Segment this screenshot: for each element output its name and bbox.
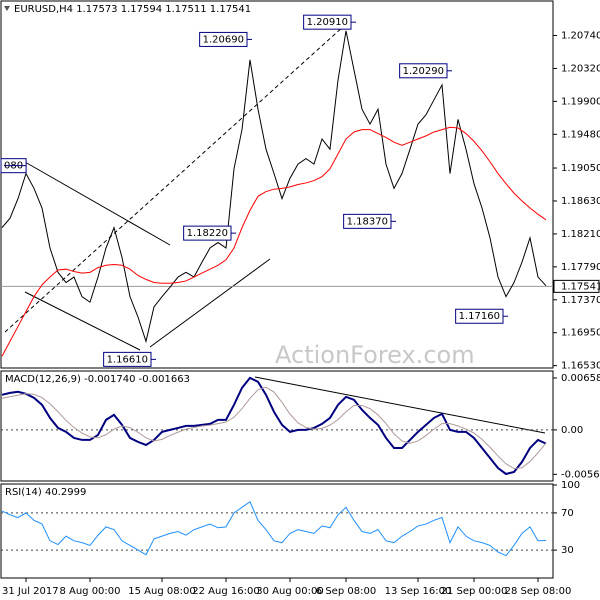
x-tick-label: 15 Aug 08:00	[128, 586, 195, 597]
annotation-label: 1.17160	[459, 311, 500, 322]
x-tick-label: 22 Aug 16:00	[192, 586, 259, 597]
y-tick-label: -0.005634	[561, 469, 600, 480]
y-tick-label: 1.16530	[561, 361, 600, 372]
macd-trend-line	[254, 376, 546, 434]
y-tick-label: 1.17790	[561, 262, 600, 273]
annotation-label: 1.16610	[107, 354, 148, 365]
y-tick-label: 70	[561, 508, 574, 519]
series-line	[1, 376, 547, 476]
channel-line	[24, 161, 171, 246]
y-tick-label: 1.19480	[561, 129, 600, 140]
price-panel	[0, 0, 554, 369]
x-tick-label: 30 Aug 00:00	[256, 586, 323, 597]
y-tick-label: 30	[561, 545, 574, 556]
rsi-panel	[0, 483, 554, 579]
watermark: ActionForex.com	[275, 341, 475, 369]
x-tick-label: 31 Jul 2017	[2, 586, 59, 597]
x-tick-label: 8 Aug 00:00	[59, 586, 120, 597]
y-tick-label: 0.00	[561, 425, 583, 436]
series-line	[1, 126, 547, 357]
y-tick-label: 0.006586	[561, 373, 600, 384]
title-icon	[4, 6, 10, 11]
annotation-label: 1.20290	[403, 66, 444, 77]
x-tick-label: 28 Sep 08:00	[505, 586, 572, 597]
y-tick-label: 1.19050	[561, 163, 600, 174]
macd-panel	[0, 370, 554, 482]
x-tick-label: 13 Sep 16:00	[385, 586, 452, 597]
series-line	[1, 500, 547, 557]
y-tick-label: 1.17370	[561, 295, 600, 306]
y-tick-label: 1.18630	[561, 196, 600, 207]
annotation-label: 1.18370	[347, 216, 388, 227]
y-tick-label: 1.18210	[561, 229, 600, 240]
trend-line	[4, 24, 346, 333]
series-line	[1, 30, 547, 344]
y-tick-label: 1.20740	[561, 31, 600, 42]
macd-title: MACD(12,26,9) -0.001740 -0.001663	[5, 374, 190, 385]
trend-line	[149, 258, 271, 348]
y-tick-label: 1.16950	[561, 328, 600, 339]
y-tick-label: 1.20320	[561, 63, 600, 74]
last-price-box	[553, 279, 600, 293]
rsi-title: RSI(14) 40.2999	[5, 487, 86, 498]
y-tick-label: 100	[561, 480, 580, 491]
y-tick-label: 1.19900	[561, 96, 600, 107]
price-title: EURUSD,H4 1.17573 1.17594 1.17511 1.1754…	[14, 4, 251, 15]
x-tick-label: 21 Sep 00:00	[441, 586, 508, 597]
annotation-label: 1.20690	[203, 34, 244, 45]
series-line	[1, 386, 547, 470]
channel-line	[24, 291, 141, 351]
x-tick-label: 6 Sep 08:00	[316, 586, 376, 597]
annotation-label: 1.20910	[307, 17, 348, 28]
annotation-label: 1.18220	[187, 228, 228, 239]
last-price-label: 1.17541	[561, 281, 600, 292]
